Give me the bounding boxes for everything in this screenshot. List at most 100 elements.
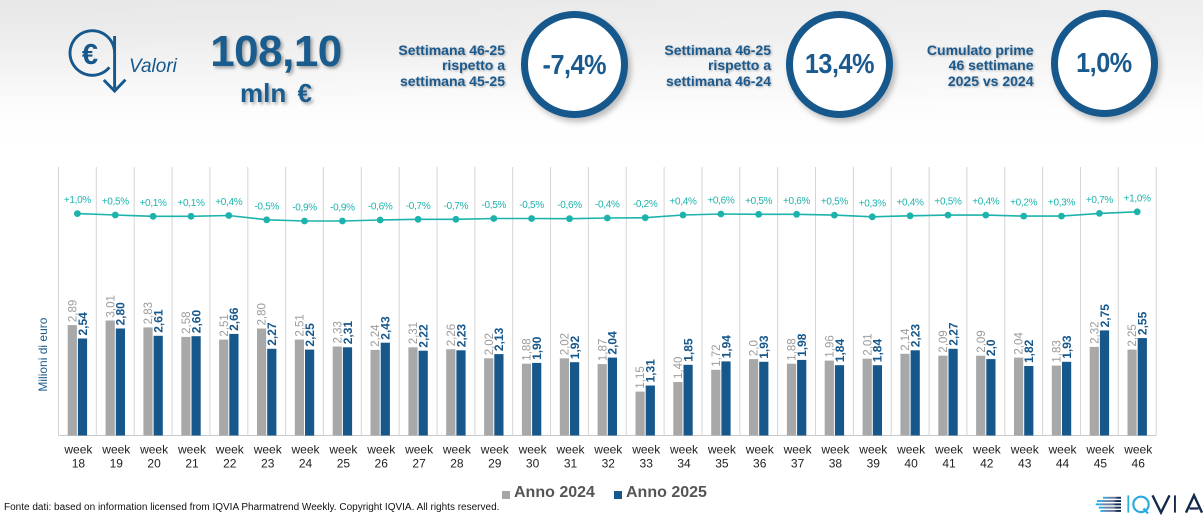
svg-text:1,93: 1,93 (1060, 335, 1074, 359)
svg-text:20: 20 (147, 457, 161, 471)
svg-text:2,09: 2,09 (976, 330, 988, 352)
svg-text:1,88: 1,88 (522, 338, 534, 360)
svg-text:2,33: 2,33 (332, 321, 344, 343)
svg-text:week: week (442, 442, 472, 456)
svg-text:week: week (63, 442, 93, 456)
svg-text:week: week (290, 442, 320, 456)
svg-text:2,22: 2,22 (417, 324, 431, 348)
svg-text:€: € (82, 39, 98, 71)
svg-text:week: week (934, 442, 964, 456)
svg-text:1,92: 1,92 (568, 336, 582, 360)
svg-text:37: 37 (791, 457, 805, 471)
svg-text:2,66: 2,66 (227, 307, 241, 331)
svg-text:2,89: 2,89 (67, 300, 79, 322)
svg-text:3,01: 3,01 (105, 295, 117, 317)
svg-text:2,26: 2,26 (446, 324, 458, 346)
svg-text:2,80: 2,80 (257, 303, 269, 325)
svg-text:+0,1%: +0,1% (140, 198, 168, 209)
svg-text:1,83: 1,83 (1052, 340, 1064, 362)
svg-text:31: 31 (564, 457, 578, 471)
svg-text:18: 18 (72, 457, 86, 471)
svg-text:-0,7%: -0,7% (444, 201, 469, 212)
svg-text:week: week (1047, 442, 1077, 456)
svg-text:+0,4%: +0,4% (897, 197, 925, 208)
svg-text:week: week (858, 442, 888, 456)
svg-text:2,24: 2,24 (370, 324, 382, 347)
svg-text:-0,7%: -0,7% (406, 201, 431, 212)
svg-text:1,84: 1,84 (833, 339, 847, 363)
svg-text:23: 23 (261, 457, 275, 471)
svg-text:week: week (480, 442, 510, 456)
svg-text:+0,5%: +0,5% (934, 197, 962, 208)
svg-text:2,25: 2,25 (303, 323, 317, 347)
svg-text:2,60: 2,60 (189, 310, 203, 334)
svg-text:+0,5%: +0,5% (102, 197, 130, 208)
svg-text:2,58: 2,58 (181, 312, 193, 334)
svg-text:-0,5%: -0,5% (519, 200, 544, 211)
svg-text:43: 43 (1018, 457, 1032, 471)
svg-text:21: 21 (185, 457, 199, 471)
svg-text:2,09: 2,09 (938, 330, 950, 352)
svg-text:2,32: 2,32 (1089, 322, 1101, 344)
svg-text:2,0: 2,0 (749, 340, 761, 356)
svg-text:week: week (177, 442, 207, 456)
svg-text:2,75: 2,75 (1098, 304, 1112, 328)
svg-text:33: 33 (640, 457, 654, 471)
svg-text:-0,9%: -0,9% (292, 203, 317, 214)
svg-text:1,98: 1,98 (795, 333, 809, 357)
svg-text:2,83: 2,83 (143, 302, 155, 324)
svg-text:2,0: 2,0 (984, 339, 998, 356)
svg-text:28: 28 (450, 457, 464, 471)
svg-text:week: week (820, 442, 850, 456)
svg-text:week: week (328, 442, 358, 456)
svg-text:week: week (101, 442, 131, 456)
svg-text:week: week (366, 442, 396, 456)
svg-text:1,90: 1,90 (530, 336, 544, 360)
svg-text:2,51: 2,51 (295, 314, 307, 336)
svg-text:week: week (253, 442, 283, 456)
svg-text:+0,2%: +0,2% (1010, 198, 1038, 209)
svg-text:+0,4%: +0,4% (972, 197, 1000, 208)
svg-text:35: 35 (715, 457, 729, 471)
svg-text:-0,6%: -0,6% (368, 202, 393, 213)
svg-text:week: week (972, 442, 1002, 456)
svg-text:19: 19 (110, 457, 124, 471)
svg-text:+1,0%: +1,0% (1124, 193, 1152, 204)
svg-text:+0,7%: +0,7% (1086, 195, 1114, 206)
svg-text:1,96: 1,96 (824, 335, 836, 357)
svg-text:2,31: 2,31 (408, 322, 420, 344)
svg-text:25: 25 (337, 457, 351, 471)
svg-text:+0,3%: +0,3% (1048, 198, 1076, 209)
svg-text:2,14: 2,14 (900, 328, 912, 351)
svg-text:2,43: 2,43 (379, 316, 393, 340)
svg-text:2,27: 2,27 (946, 322, 960, 346)
svg-text:week: week (518, 442, 548, 456)
svg-text:29: 29 (488, 457, 502, 471)
svg-text:week: week (1085, 442, 1115, 456)
svg-text:+0,5%: +0,5% (745, 196, 773, 207)
svg-text:1,87: 1,87 (597, 339, 609, 361)
svg-text:Milioni di euro: Milioni di euro (36, 317, 50, 391)
svg-text:1,84: 1,84 (871, 339, 885, 363)
svg-text:2,02: 2,02 (560, 333, 572, 355)
svg-text:+0,6%: +0,6% (707, 196, 735, 207)
svg-text:week: week (215, 442, 245, 456)
svg-text:week: week (404, 442, 434, 456)
svg-text:2,54: 2,54 (76, 312, 90, 336)
svg-text:2,02: 2,02 (484, 333, 496, 355)
svg-text:41: 41 (942, 457, 956, 471)
svg-text:+0,4%: +0,4% (215, 197, 243, 208)
svg-text:week: week (1123, 442, 1153, 456)
svg-text:34: 34 (677, 457, 691, 471)
svg-text:45: 45 (1094, 457, 1108, 471)
svg-text:1,31: 1,31 (644, 359, 658, 383)
svg-text:2,13: 2,13 (492, 327, 506, 351)
svg-text:week: week (669, 442, 699, 456)
svg-text:-0,5%: -0,5% (481, 200, 506, 211)
svg-text:1,93: 1,93 (757, 335, 771, 359)
svg-text:week: week (783, 442, 813, 456)
svg-text:+0,6%: +0,6% (783, 196, 811, 207)
svg-text:+0,3%: +0,3% (859, 198, 887, 209)
svg-text:2,31: 2,31 (341, 321, 355, 345)
svg-text:42: 42 (980, 457, 994, 471)
